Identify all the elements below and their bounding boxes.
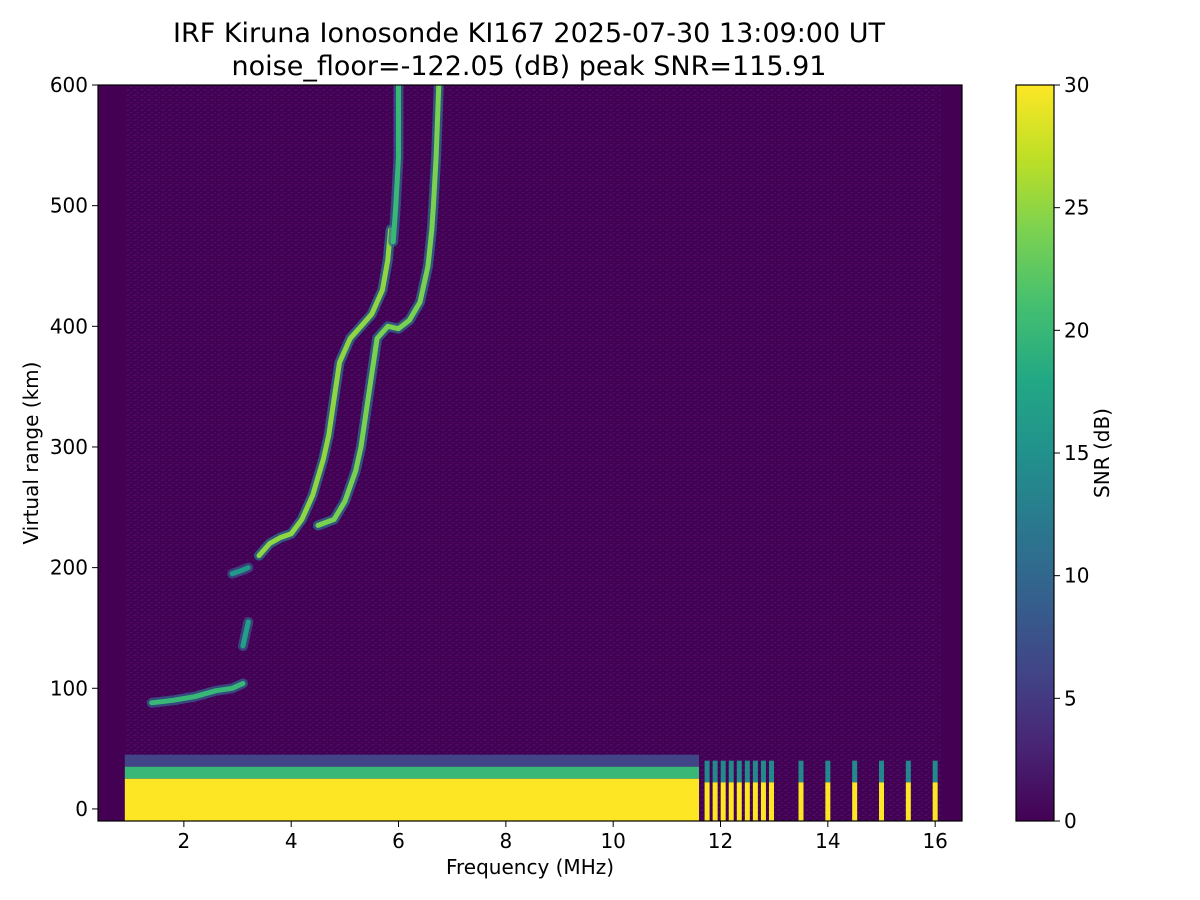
- echo-trace: [315, 85, 442, 528]
- colorbar-tick-label: 25: [1064, 196, 1089, 220]
- channel-echo-fringe: [760, 760, 766, 783]
- plot-area: [97, 84, 963, 822]
- x-axis-label: Frequency (MHz): [446, 855, 614, 879]
- channel-echo: [744, 782, 750, 821]
- echo-trace: [240, 619, 251, 649]
- channel-echo-fringe: [768, 760, 774, 783]
- y-tick-label: 0: [75, 797, 88, 821]
- channel-echo-fringe: [704, 760, 710, 783]
- channel-echo: [768, 782, 774, 821]
- channel-echo: [704, 782, 710, 821]
- channel-echo-fringe: [712, 760, 718, 783]
- colorbar-tick-label: 15: [1064, 441, 1089, 465]
- y-axis-label: Virtual range (km): [19, 362, 43, 545]
- y-tick-label: 600: [50, 73, 88, 97]
- channel-echo-fringe: [905, 760, 911, 783]
- channel-echo-fringe: [879, 760, 885, 783]
- echo-trace: [229, 565, 251, 577]
- x-axis: 2 4 6 8 10 12 14 16: [177, 821, 948, 853]
- channel-echo: [879, 782, 885, 821]
- y-tick-label: 100: [50, 676, 88, 700]
- x-tick-label: 4: [285, 829, 298, 853]
- noise-band: [124, 85, 941, 821]
- channel-echo: [712, 782, 718, 821]
- channel-echo: [932, 782, 938, 821]
- chart-subtitle: noise_floor=-122.05 (dB) peak SNR=115.91: [231, 51, 827, 82]
- channel-echo: [760, 782, 766, 821]
- channel-echo: [720, 782, 726, 821]
- colorbar-gradient: [1015, 84, 1055, 822]
- channel-echo-fringe: [752, 760, 758, 783]
- y-axis: 0 100 200 300 400 500 600: [50, 73, 98, 821]
- colorbar-tick-label: 0: [1064, 809, 1077, 833]
- colorbar-tick-label: 30: [1064, 73, 1089, 97]
- channel-echo-fringe: [825, 760, 831, 783]
- channel-echo-fringe: [852, 760, 858, 783]
- channel-echo-fringe: [932, 760, 938, 783]
- channel-echo: [728, 782, 734, 821]
- y-tick-label: 400: [50, 314, 88, 338]
- colorbar-label: SNR (dB): [1090, 408, 1114, 498]
- x-tick-label: 2: [177, 829, 190, 853]
- x-tick-label: 8: [499, 829, 512, 853]
- channel-echo: [736, 782, 742, 821]
- colorbar-tick-label: 5: [1064, 686, 1077, 710]
- x-tick-label: 6: [392, 829, 405, 853]
- x-tick-label: 14: [815, 829, 840, 853]
- plot-frame: [97, 84, 963, 822]
- channel-echo: [752, 782, 758, 821]
- channel-echo-fringe: [728, 760, 734, 783]
- channel-echo: [825, 782, 831, 821]
- ground-echo: [124, 778, 700, 821]
- channel-echo: [798, 782, 804, 821]
- y-tick-label: 300: [50, 435, 88, 459]
- echo-trace: [256, 227, 393, 559]
- channel-echo: [852, 782, 858, 821]
- channel-echo-fringe: [798, 760, 804, 783]
- channel-echo-fringe: [744, 760, 750, 783]
- colorbar: 0 5 10 15 20 25 30 SNR (dB): [1015, 73, 1114, 833]
- chart-title: IRF Kiruna Ionosonde KI167 2025-07-30 13…: [172, 18, 886, 49]
- colorbar-tick-label: 20: [1064, 318, 1089, 342]
- channel-echo-fringe: [736, 760, 742, 783]
- y-tick-label: 200: [50, 556, 88, 580]
- x-tick-label: 10: [600, 829, 625, 853]
- ground-echo-edge: [124, 766, 700, 779]
- echo-trace: [149, 681, 246, 706]
- x-tick-label: 12: [708, 829, 733, 853]
- ground-echo-fringe: [124, 754, 700, 767]
- channel-echo-fringe: [720, 760, 726, 783]
- channel-echo: [905, 782, 911, 821]
- y-tick-label: 500: [50, 194, 88, 218]
- echo-trace: [390, 85, 401, 245]
- x-tick-label: 16: [922, 829, 947, 853]
- colorbar-tick-label: 10: [1064, 564, 1089, 588]
